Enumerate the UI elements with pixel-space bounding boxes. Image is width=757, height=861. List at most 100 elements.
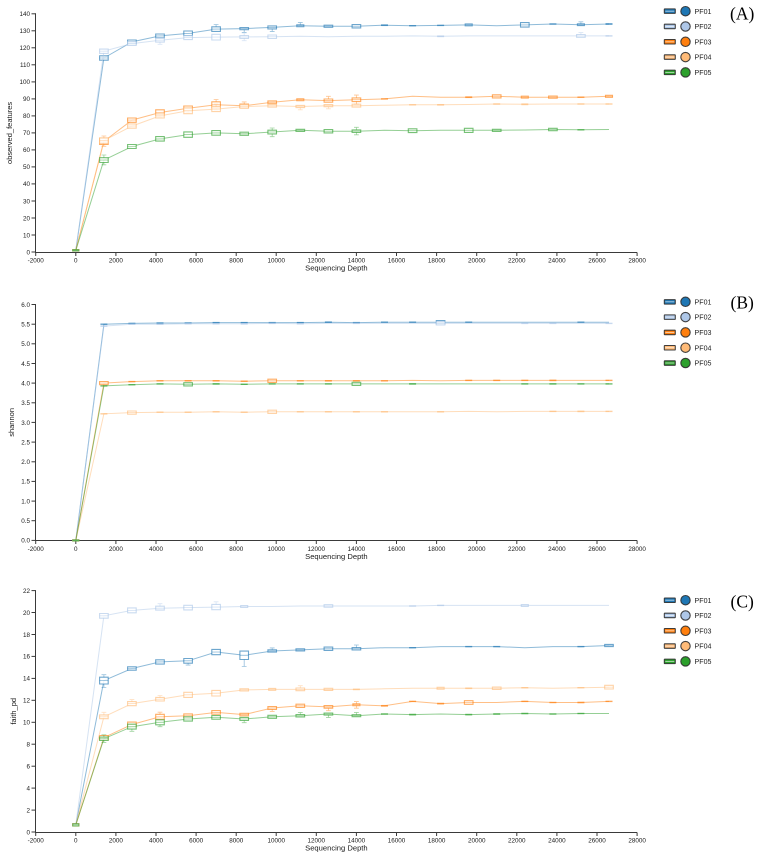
svg-text:10: 10 bbox=[23, 232, 31, 239]
svg-text:100: 100 bbox=[19, 79, 30, 86]
svg-text:PF02: PF02 bbox=[695, 612, 712, 620]
svg-text:14000: 14000 bbox=[348, 258, 366, 265]
svg-text:-2000: -2000 bbox=[28, 546, 45, 553]
svg-text:Sequencing Depth: Sequencing Depth bbox=[305, 552, 368, 561]
svg-text:6000: 6000 bbox=[189, 838, 204, 845]
svg-text:0: 0 bbox=[26, 249, 30, 256]
svg-text:4.0: 4.0 bbox=[21, 380, 30, 387]
svg-text:2: 2 bbox=[26, 807, 30, 814]
svg-text:10000: 10000 bbox=[267, 546, 285, 553]
svg-text:14: 14 bbox=[23, 676, 31, 683]
svg-text:-2000: -2000 bbox=[28, 258, 45, 265]
svg-text:50: 50 bbox=[23, 164, 31, 171]
svg-text:130: 130 bbox=[19, 28, 30, 35]
svg-text:(A): (A) bbox=[730, 3, 754, 23]
svg-text:24000: 24000 bbox=[548, 258, 566, 265]
svg-text:16000: 16000 bbox=[388, 838, 406, 845]
svg-text:6.0: 6.0 bbox=[21, 302, 30, 309]
svg-text:18000: 18000 bbox=[428, 546, 446, 553]
svg-text:PF01: PF01 bbox=[695, 8, 712, 16]
svg-text:10000: 10000 bbox=[267, 258, 285, 265]
svg-text:16000: 16000 bbox=[388, 546, 406, 553]
svg-text:4000: 4000 bbox=[149, 838, 164, 845]
svg-text:20000: 20000 bbox=[468, 546, 486, 553]
svg-text:(C): (C) bbox=[731, 592, 755, 612]
svg-text:5.5: 5.5 bbox=[21, 322, 30, 329]
svg-text:4000: 4000 bbox=[149, 546, 164, 553]
svg-text:PF04: PF04 bbox=[695, 643, 712, 651]
svg-text:-2000: -2000 bbox=[28, 838, 45, 845]
svg-text:PF03: PF03 bbox=[695, 329, 712, 337]
svg-text:14000: 14000 bbox=[348, 546, 366, 553]
svg-text:8000: 8000 bbox=[229, 546, 244, 553]
svg-text:0: 0 bbox=[74, 258, 78, 265]
svg-text:1.0: 1.0 bbox=[21, 498, 30, 505]
svg-text:Sequencing Depth: Sequencing Depth bbox=[305, 844, 368, 853]
svg-text:18: 18 bbox=[23, 632, 31, 639]
svg-text:Sequencing Depth: Sequencing Depth bbox=[305, 264, 368, 273]
svg-text:22000: 22000 bbox=[508, 546, 526, 553]
svg-text:PF05: PF05 bbox=[695, 360, 712, 368]
svg-text:8000: 8000 bbox=[229, 838, 244, 845]
svg-text:2.5: 2.5 bbox=[21, 439, 30, 446]
svg-text:1.5: 1.5 bbox=[21, 479, 30, 486]
svg-text:PF01: PF01 bbox=[695, 597, 712, 605]
svg-text:16000: 16000 bbox=[388, 258, 406, 265]
svg-text:40: 40 bbox=[23, 181, 31, 188]
svg-text:26000: 26000 bbox=[588, 258, 606, 265]
svg-text:8000: 8000 bbox=[229, 258, 244, 265]
svg-text:PF05: PF05 bbox=[695, 658, 712, 666]
svg-text:PF02: PF02 bbox=[695, 23, 712, 31]
svg-text:12: 12 bbox=[23, 698, 31, 705]
svg-text:90: 90 bbox=[23, 96, 31, 103]
svg-text:12000: 12000 bbox=[308, 258, 326, 265]
svg-text:18000: 18000 bbox=[428, 838, 446, 845]
svg-text:6000: 6000 bbox=[189, 258, 204, 265]
svg-text:28000: 28000 bbox=[628, 258, 646, 265]
svg-text:0: 0 bbox=[74, 838, 78, 845]
svg-text:110: 110 bbox=[20, 62, 31, 69]
svg-text:22000: 22000 bbox=[508, 258, 526, 265]
svg-text:PF04: PF04 bbox=[695, 54, 712, 62]
svg-text:24000: 24000 bbox=[548, 838, 566, 845]
svg-text:140: 140 bbox=[19, 11, 30, 18]
svg-text:80: 80 bbox=[23, 113, 31, 120]
svg-text:12000: 12000 bbox=[308, 546, 326, 553]
svg-text:24000: 24000 bbox=[548, 546, 566, 553]
svg-text:18000: 18000 bbox=[428, 258, 446, 265]
svg-text:PF01: PF01 bbox=[695, 298, 712, 306]
svg-text:0: 0 bbox=[26, 829, 30, 836]
svg-text:PF03: PF03 bbox=[695, 38, 712, 46]
svg-text:26000: 26000 bbox=[588, 546, 606, 553]
svg-text:4000: 4000 bbox=[149, 258, 164, 265]
svg-text:20000: 20000 bbox=[468, 838, 486, 845]
svg-text:20: 20 bbox=[23, 610, 31, 617]
svg-text:120: 120 bbox=[19, 45, 30, 52]
svg-text:12000: 12000 bbox=[308, 838, 326, 845]
svg-text:observed_features: observed_features bbox=[5, 102, 14, 164]
svg-text:5.0: 5.0 bbox=[21, 341, 30, 348]
svg-text:3.5: 3.5 bbox=[21, 400, 30, 407]
svg-text:PF03: PF03 bbox=[695, 627, 712, 635]
svg-text:10000: 10000 bbox=[267, 838, 285, 845]
svg-text:4.5: 4.5 bbox=[21, 361, 30, 368]
svg-text:70: 70 bbox=[23, 130, 31, 137]
svg-text:22000: 22000 bbox=[508, 838, 526, 845]
svg-text:22: 22 bbox=[23, 588, 31, 595]
svg-text:8: 8 bbox=[26, 742, 30, 749]
svg-text:3.0: 3.0 bbox=[21, 420, 30, 427]
svg-text:2000: 2000 bbox=[109, 546, 124, 553]
svg-text:4: 4 bbox=[26, 785, 30, 792]
svg-text:PF05: PF05 bbox=[695, 69, 712, 77]
svg-text:0.0: 0.0 bbox=[21, 538, 30, 545]
svg-text:(B): (B) bbox=[731, 292, 755, 312]
svg-text:16: 16 bbox=[23, 654, 31, 661]
svg-text:0: 0 bbox=[74, 546, 78, 553]
svg-text:6000: 6000 bbox=[189, 546, 204, 553]
svg-text:PF02: PF02 bbox=[695, 314, 712, 322]
svg-text:20000: 20000 bbox=[468, 258, 486, 265]
svg-text:26000: 26000 bbox=[588, 838, 606, 845]
svg-text:PF04: PF04 bbox=[695, 344, 712, 352]
svg-text:6: 6 bbox=[26, 764, 30, 771]
svg-text:10: 10 bbox=[23, 720, 31, 727]
